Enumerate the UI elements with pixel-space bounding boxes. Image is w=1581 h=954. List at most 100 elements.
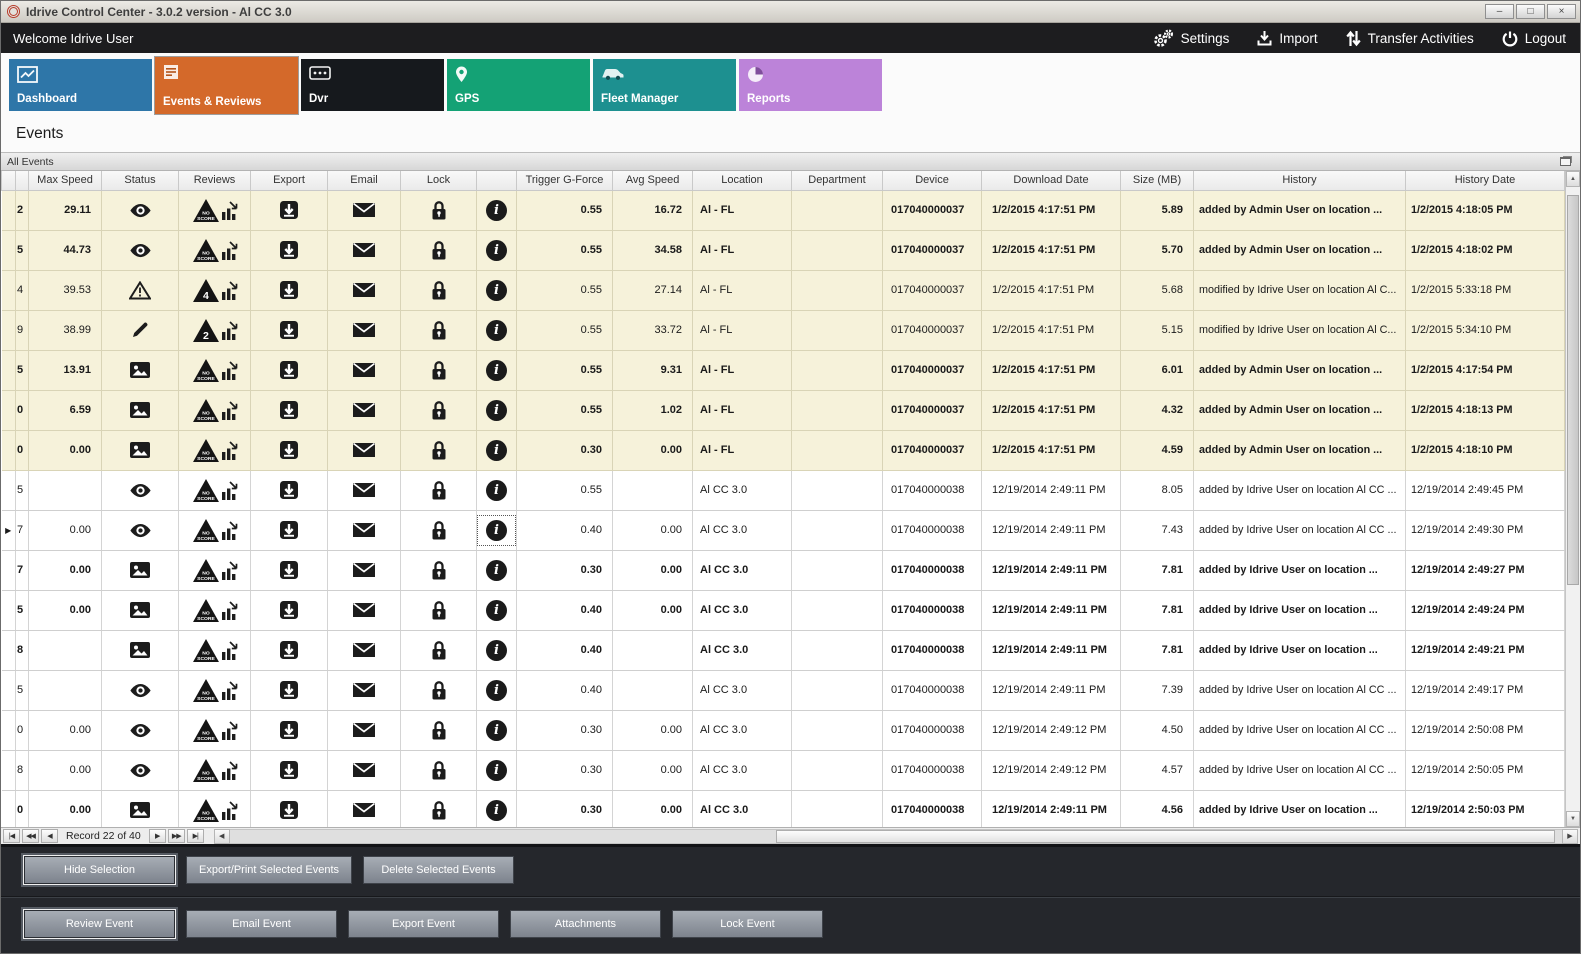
info-icon[interactable]: i [486,279,507,301]
tab-events-reviews[interactable]: Events & Reviews [155,57,298,114]
cell-lock[interactable] [400,430,477,471]
header-device[interactable]: Device [882,171,982,191]
cell-lock[interactable] [400,710,477,751]
scroll-down-button[interactable]: ▼ [1566,811,1580,827]
cell-info[interactable]: i [476,790,517,827]
export-icon[interactable] [279,720,299,740]
header-export[interactable]: Export [250,171,328,191]
table-row[interactable]: 5 0.00 NO SCORE i 0.40 0.00 Al CC 3.0 017… [1,590,1565,631]
cell-export[interactable] [250,270,328,311]
email-icon[interactable] [352,602,376,618]
first-record-button[interactable]: |◀ [3,829,20,843]
email-icon[interactable] [352,482,376,498]
header-trigger-gforce[interactable]: Trigger G-Force [516,171,613,191]
lock-icon[interactable] [431,400,447,421]
hide-selection-button[interactable]: Hide Selection [23,855,176,885]
cell-lock[interactable] [400,550,477,591]
info-icon[interactable]: i [486,519,507,541]
info-icon[interactable]: i [486,479,507,501]
cell-lock[interactable] [400,790,477,827]
email-event-button[interactable]: Email Event [186,910,337,938]
cell-info[interactable]: i [476,750,517,791]
cell-info[interactable]: i [476,390,517,431]
cell-lock[interactable] [400,670,477,711]
header-max-speed[interactable]: Max Speed [28,171,102,191]
cell-export[interactable] [250,350,328,391]
table-row[interactable]: 0 0.00 NO SCORE i 0.30 0.00 Al CC 3.0 017… [1,710,1565,751]
cell-info[interactable]: i [476,230,517,271]
lock-icon[interactable] [431,480,447,501]
table-row[interactable]: 5 13.91 NO SCORE i 0.55 9.31 Al - FL 0170… [1,350,1565,391]
lock-icon[interactable] [431,440,447,461]
cell-info[interactable]: i [476,550,517,591]
horizontal-scrollbar[interactable]: ◀ ▶ [213,828,1578,844]
header-department[interactable]: Department [791,171,883,191]
cell-lock[interactable] [400,230,477,271]
tab-fleet-manager[interactable]: Fleet Manager [593,59,736,111]
email-icon[interactable] [352,522,376,538]
action-import[interactable]: Import [1257,30,1318,46]
info-icon[interactable]: i [486,559,507,581]
export-icon[interactable] [279,360,299,380]
cell-lock[interactable] [400,270,477,311]
lock-icon[interactable] [431,600,447,621]
cell-export[interactable] [250,390,328,431]
email-icon[interactable] [352,442,376,458]
prev-page-button[interactable]: ◀◀ [22,829,39,843]
table-row[interactable]: 5 NO SCORE i 0.40 Al CC 3.0 017040000038 … [1,670,1565,711]
export-icon[interactable] [279,680,299,700]
cell-lock[interactable] [400,470,477,511]
float-window-icon[interactable] [1560,157,1571,166]
cell-lock[interactable] [400,590,477,631]
cell-info[interactable]: i [476,630,517,671]
info-icon[interactable]: i [486,399,507,421]
next-record-button[interactable]: ▶ [148,829,166,843]
export-icon[interactable] [279,480,299,500]
minimize-button[interactable]: – [1485,4,1514,19]
cell-lock[interactable] [400,190,477,231]
vertical-scrollbar[interactable]: ▲ ▼ [1565,171,1580,827]
info-icon[interactable]: i [486,799,507,821]
cell-export[interactable] [250,510,328,551]
prev-record-button[interactable]: ◀ [41,829,58,843]
tab-reports[interactable]: Reports [739,59,882,111]
header-lock[interactable]: Lock [400,171,477,191]
info-icon[interactable]: i [486,719,507,741]
email-icon[interactable] [352,682,376,698]
table-row[interactable]: 2 29.11 NO SCORE i 0.55 16.72 Al - FL 017… [1,190,1565,231]
cell-export[interactable] [250,750,328,791]
table-row[interactable]: 4 39.53 4 i 0.55 27.14 Al - FL 017040000… [1,270,1565,311]
cell-info[interactable]: i [476,350,517,391]
info-icon[interactable]: i [486,359,507,381]
cell-info[interactable]: i [476,710,517,751]
info-icon[interactable]: i [486,679,507,701]
cell-export[interactable] [250,310,328,351]
info-icon[interactable]: i [486,439,507,461]
table-row[interactable]: 5 NO SCORE i 0.55 Al CC 3.0 017040000038 … [1,470,1565,511]
email-icon[interactable] [352,362,376,378]
email-icon[interactable] [352,282,376,298]
email-icon[interactable] [352,642,376,658]
action-settings[interactable]: Settings [1152,28,1229,48]
cell-email[interactable] [327,470,401,511]
cell-export[interactable] [250,230,328,271]
export-print-selected-events-button[interactable]: Export/Print Selected Events [186,856,353,884]
cell-lock[interactable] [400,310,477,351]
cell-export[interactable] [250,430,328,471]
cell-info[interactable]: i [476,270,517,311]
cell-info[interactable]: i [476,190,517,231]
lock-icon[interactable] [431,800,447,821]
scroll-right-button[interactable]: ▶ [1562,828,1578,844]
cell-email[interactable] [327,390,401,431]
cell-email[interactable] [327,590,401,631]
cell-email[interactable] [327,710,401,751]
info-icon[interactable]: i [486,599,507,621]
info-icon[interactable]: i [486,759,507,781]
delete-selected-events-button[interactable]: Delete Selected Events [363,856,515,884]
table-row[interactable]: 0 0.00 NO SCORE i 0.30 0.00 Al - FL 01704… [1,430,1565,471]
header-history-date[interactable]: History Date [1405,171,1565,191]
scroll-left-button[interactable]: ◀ [213,828,230,844]
lock-icon[interactable] [431,280,447,301]
header-email[interactable]: Email [327,171,401,191]
cell-info[interactable]: i [476,670,517,711]
